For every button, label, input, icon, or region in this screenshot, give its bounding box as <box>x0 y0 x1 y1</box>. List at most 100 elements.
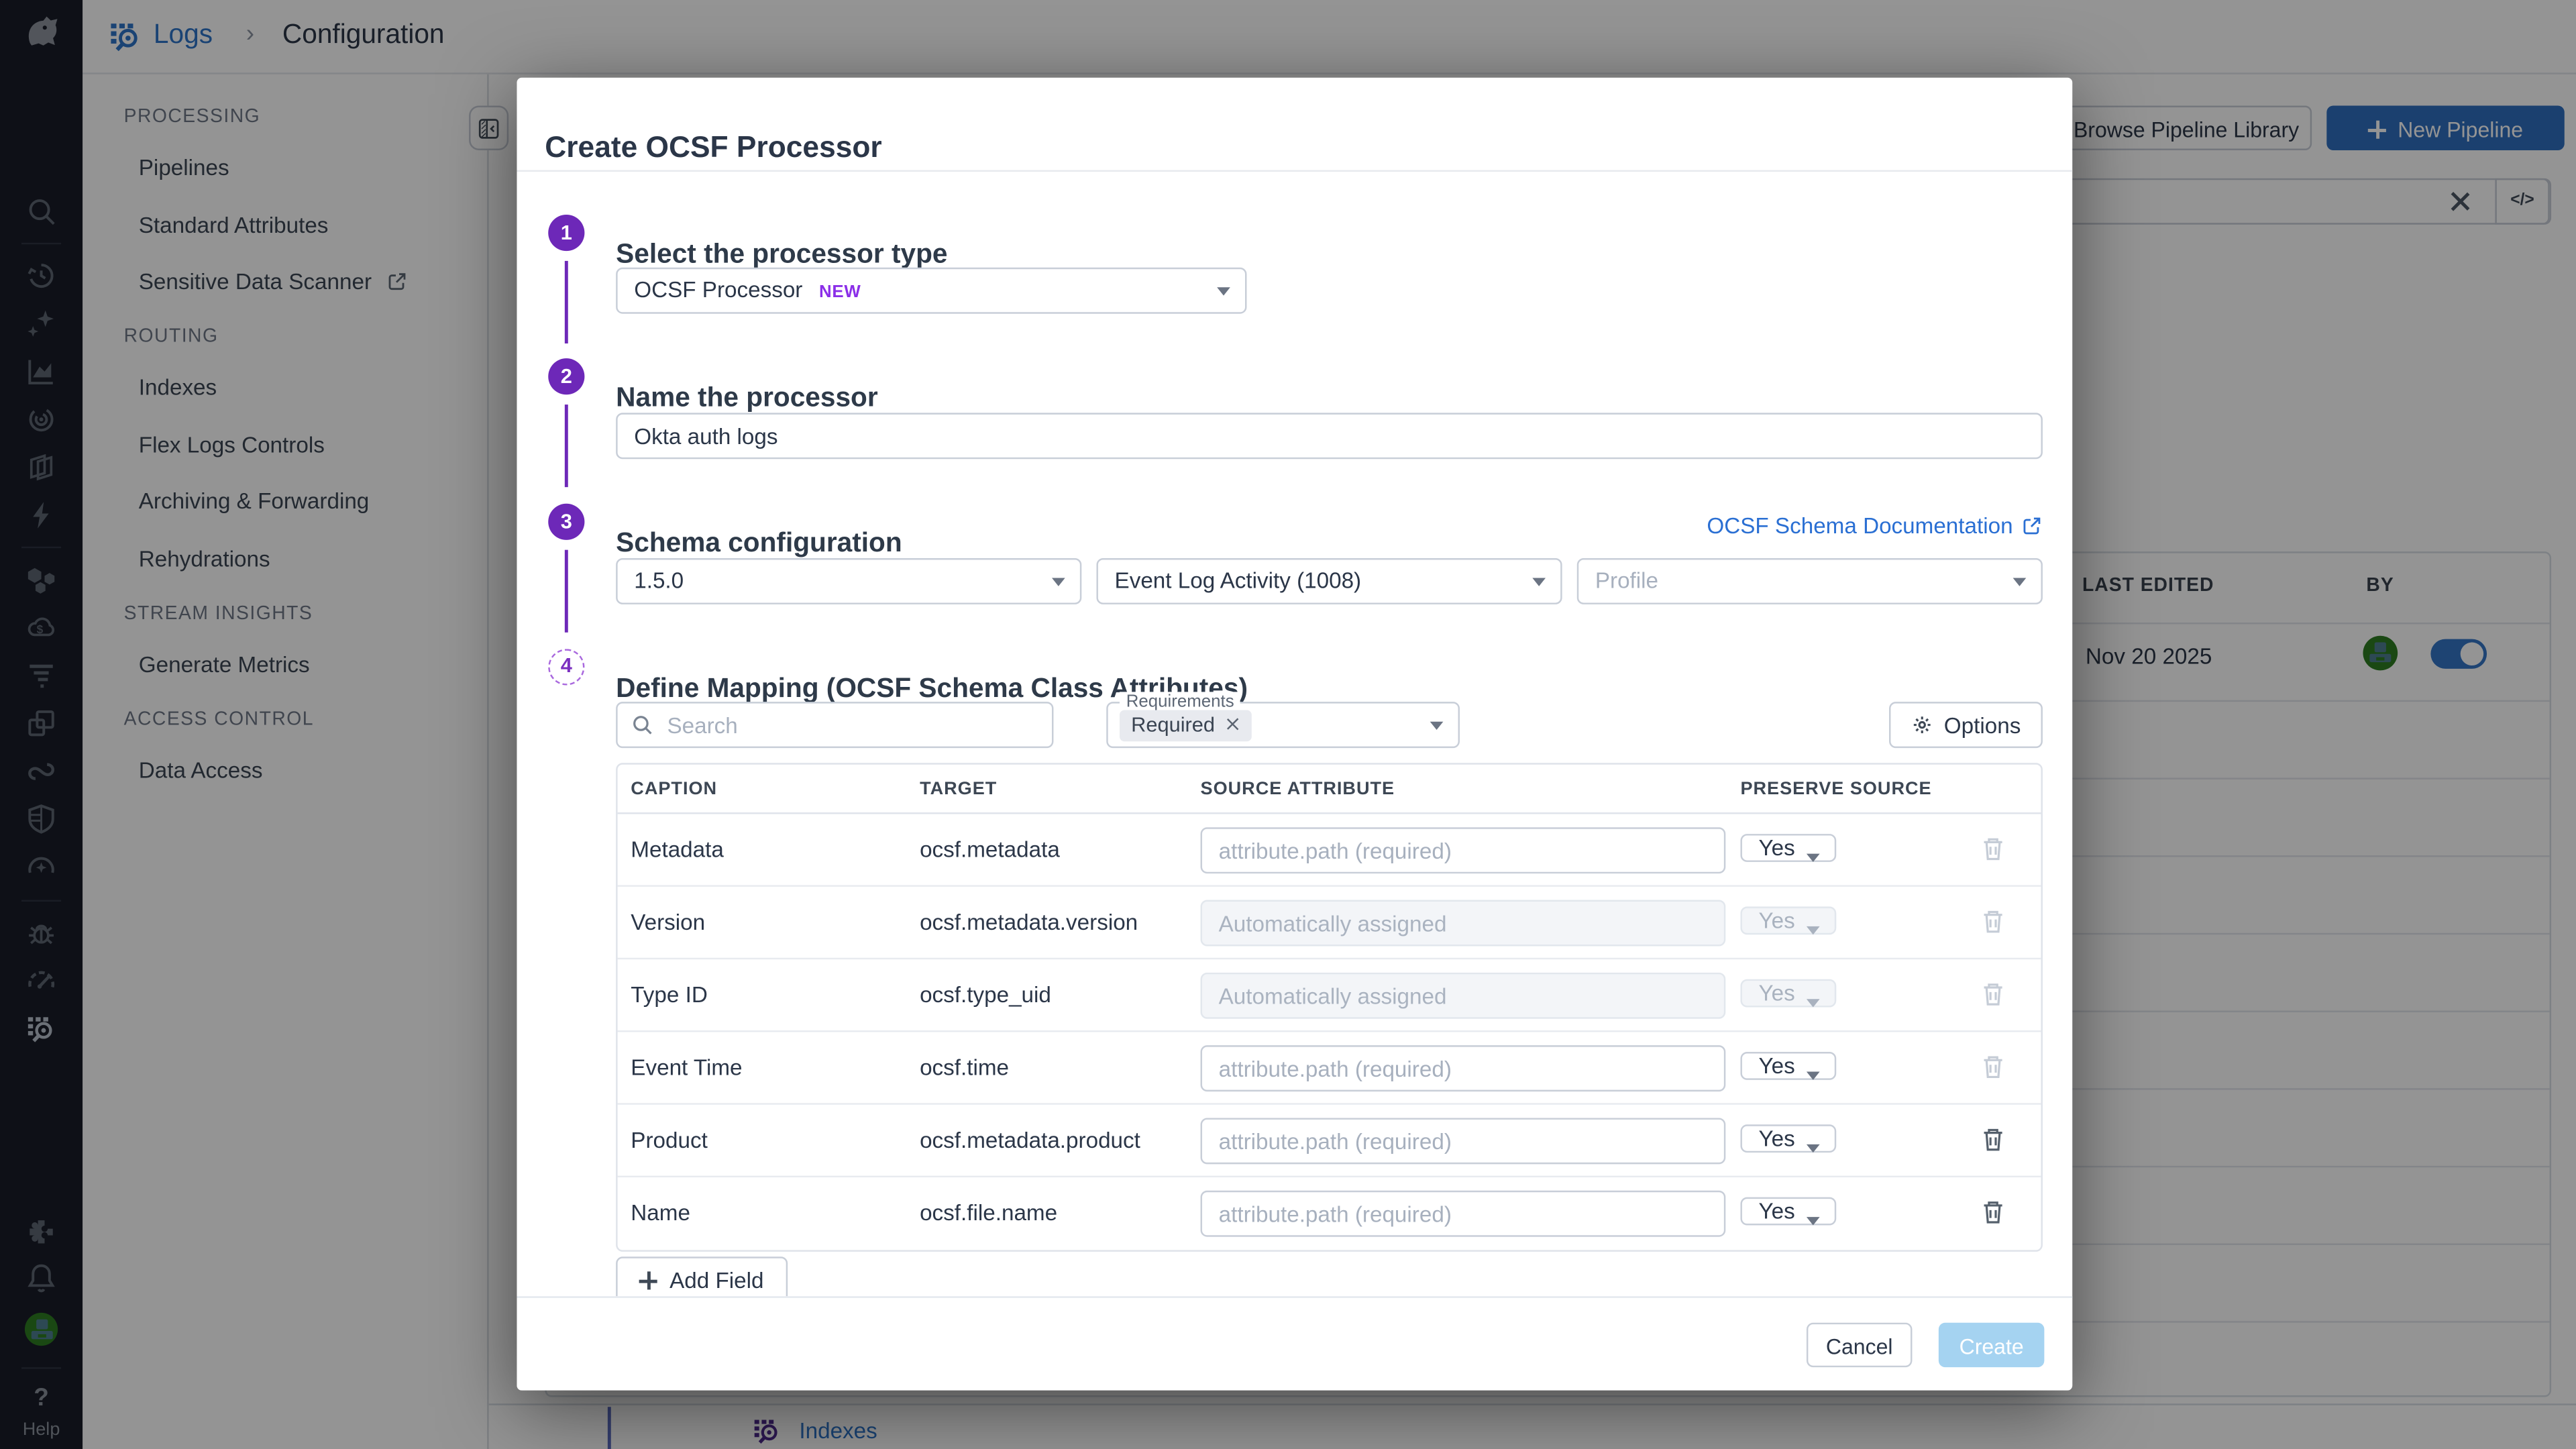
remove-chip-icon[interactable] <box>1225 716 1240 731</box>
sidebar-item-generate-metrics[interactable]: Generate Metrics <box>138 652 310 678</box>
service-links-icon[interactable] <box>25 755 58 788</box>
security-shield-icon[interactable] <box>25 802 58 835</box>
preserve-source-select: Yes <box>1740 906 1837 935</box>
step-3-badge: 3 <box>548 503 585 540</box>
code-view-button[interactable]: </> <box>2495 178 2550 225</box>
mapping-row-product: Product ocsf.metadata.product Yes <box>617 1105 2041 1178</box>
sidebar-item-pipelines[interactable]: Pipelines <box>138 155 229 180</box>
power-bolt-icon[interactable] <box>25 498 58 531</box>
mapping-table: CAPTION TARGET SOURCE ATTRIBUTE PRESERVE… <box>616 763 2043 1252</box>
profile-select[interactable]: Profile <box>1576 558 2043 604</box>
dashboards-icon[interactable] <box>25 707 58 740</box>
synthetics-speedometer-icon[interactable] <box>25 965 58 998</box>
infrastructure-hexagons-icon[interactable] <box>25 563 58 596</box>
sidebar-item-rehydrations[interactable]: Rehydrations <box>138 546 270 572</box>
chevron-down-icon <box>1807 853 1820 862</box>
mapping-search <box>616 702 1054 749</box>
sidebar-item-flex-logs-controls[interactable]: Flex Logs Controls <box>138 432 325 458</box>
chevron-down-icon <box>1217 287 1230 296</box>
chevron-down-icon <box>1052 578 1065 586</box>
browse-pipeline-library-button[interactable]: Browse Pipeline Library <box>2061 105 2312 151</box>
preserve-source-select: Yes <box>1740 979 1837 1008</box>
source-attribute-input[interactable] <box>1200 1045 1726 1092</box>
column-header-source-attribute: SOURCE ATTRIBUTE <box>1200 779 1395 800</box>
source-attribute-input[interactable] <box>1200 827 1726 874</box>
source-attribute-input[interactable] <box>1200 1190 1726 1237</box>
breadcrumb-page-title: Configuration <box>282 19 445 50</box>
notifications-bell-icon[interactable] <box>25 1262 58 1295</box>
sidebar-item-standard-attributes[interactable]: Standard Attributes <box>138 213 329 238</box>
step-1-badge: 1 <box>548 215 585 252</box>
step-4-badge: 4 <box>548 649 585 686</box>
mapping-row-event-time: Event Time ocsf.time Yes <box>617 1032 2041 1105</box>
column-header-last-edited[interactable]: LAST EDITED <box>2082 576 2214 596</box>
chevron-down-icon <box>1430 721 1444 731</box>
sidebar-item-archiving-forwarding[interactable]: Archiving & Forwarding <box>138 488 370 514</box>
editor-avatar[interactable] <box>2363 635 2398 671</box>
gear-icon <box>1911 708 1934 734</box>
preserve-source-select[interactable]: Yes <box>1740 834 1837 862</box>
datadog-logo-icon[interactable] <box>17 10 66 60</box>
search-icon <box>631 713 653 736</box>
delete-row-icon <box>1980 908 2006 934</box>
sidebar-item-sensitive-data-scanner[interactable]: Sensitive Data Scanner <box>139 269 408 294</box>
cloud-cost-icon[interactable]: $ <box>25 611 58 644</box>
column-header-target: TARGET <box>920 779 998 800</box>
cancel-button[interactable]: Cancel <box>1806 1322 1913 1366</box>
new-pipeline-button[interactable]: New Pipeline <box>2326 105 2565 151</box>
help-icon[interactable]: ? <box>34 1383 49 1412</box>
watchdog-icon[interactable] <box>25 403 58 436</box>
create-button[interactable]: Create <box>1938 1322 2045 1366</box>
sidebar-section-stream-insights: STREAM INSIGHTS <box>123 604 313 625</box>
copilot-sparkles-icon[interactable] <box>25 307 58 340</box>
processor-name-input[interactable] <box>616 413 2043 460</box>
rail-divider <box>21 242 62 245</box>
search-icon[interactable] <box>25 195 58 227</box>
preserve-source-select[interactable]: Yes <box>1740 1197 1837 1226</box>
sidebar-item-indexes[interactable]: Indexes <box>138 374 217 400</box>
metrics-chart-icon[interactable] <box>25 355 58 388</box>
panel-collapse-icon <box>477 117 500 140</box>
logs-icon[interactable] <box>25 1012 58 1045</box>
requirements-label: Requirements <box>1119 692 1241 712</box>
preserve-source-select[interactable]: Yes <box>1740 1124 1837 1153</box>
chevron-down-icon <box>1532 578 1546 586</box>
plus-icon <box>639 1271 658 1290</box>
mapping-search-input[interactable] <box>616 702 1054 749</box>
indexes-logs-icon <box>751 1415 783 1447</box>
chevron-down-icon <box>1807 999 1820 1008</box>
preserve-source-select[interactable]: Yes <box>1740 1052 1837 1080</box>
column-header-by[interactable]: BY <box>2366 576 2394 596</box>
column-header-caption: CAPTION <box>631 779 718 800</box>
log-pipelines-icon[interactable] <box>25 659 58 692</box>
integrations-puzzle-icon[interactable] <box>25 1216 58 1248</box>
pipeline-enabled-toggle[interactable] <box>2430 639 2487 669</box>
add-field-button[interactable]: Add Field <box>616 1256 788 1297</box>
source-attribute-input[interactable] <box>1200 1118 1726 1165</box>
requirements-filter[interactable]: Requirements Required <box>1106 692 1460 749</box>
delete-row-button[interactable] <box>1980 1199 2006 1225</box>
source-attribute-input <box>1200 900 1726 947</box>
gauge-insights-icon[interactable] <box>25 851 58 883</box>
event-class-select[interactable]: Event Log Activity (1008) <box>1096 558 1562 604</box>
ci-layers-icon[interactable] <box>25 451 58 484</box>
schema-version-select[interactable]: 1.5.0 <box>616 558 1082 604</box>
user-avatar[interactable] <box>24 1312 58 1346</box>
step-connector <box>564 405 568 488</box>
breadcrumb-logs-link[interactable]: Logs <box>153 19 213 50</box>
options-button[interactable]: Options <box>1889 702 2043 749</box>
required-filter-chip[interactable]: Required <box>1119 710 1252 742</box>
sidebar-item-data-access[interactable]: Data Access <box>138 757 263 783</box>
indexes-section-link[interactable]: Indexes <box>799 1418 877 1444</box>
sidebar-collapse-button[interactable] <box>469 105 509 151</box>
source-attribute-input <box>1200 972 1726 1019</box>
error-tracking-bug-icon[interactable] <box>25 916 58 949</box>
processor-type-select[interactable]: OCSF Processor NEW <box>616 267 1247 314</box>
rail-divider <box>21 900 62 902</box>
rail-divider <box>21 1367 62 1369</box>
delete-row-button[interactable] <box>1980 1126 2006 1152</box>
history-icon[interactable] <box>25 259 58 292</box>
left-icon-rail: $ ? Help <box>0 0 83 1449</box>
ocsf-schema-documentation-link[interactable]: OCSF Schema Documentation <box>1707 514 2043 538</box>
modal-body: 1 Select the processor type OCSF Process… <box>517 172 2072 1297</box>
